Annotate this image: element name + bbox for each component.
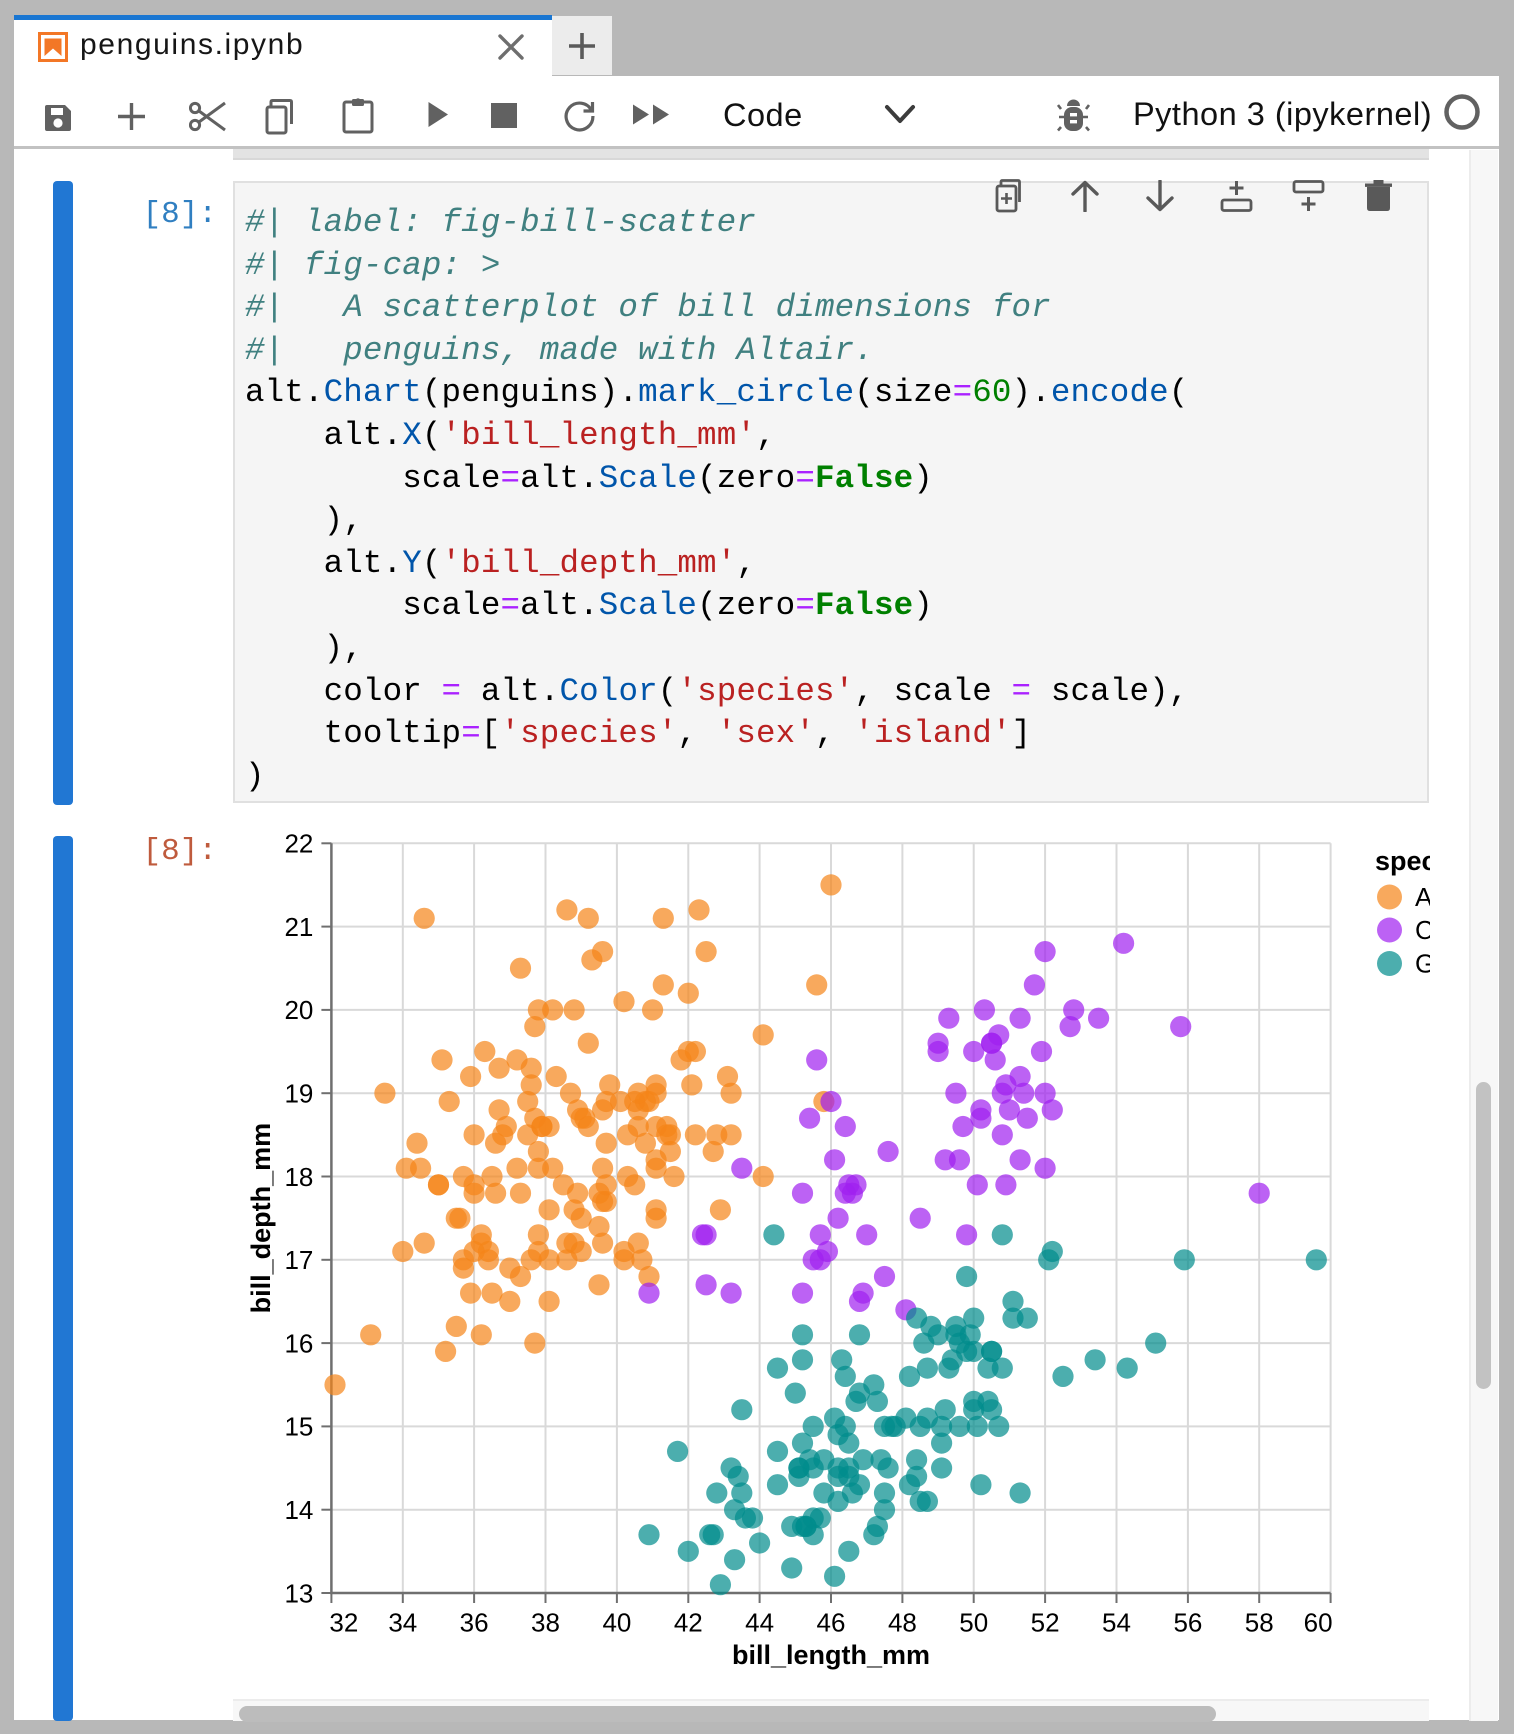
- svg-text:bill_length_mm: bill_length_mm: [732, 1640, 930, 1670]
- svg-text:48: 48: [888, 1608, 917, 1638]
- svg-text:22: 22: [284, 829, 313, 859]
- svg-text:14: 14: [284, 1495, 313, 1525]
- svg-text:44: 44: [745, 1608, 774, 1638]
- svg-text:36: 36: [460, 1608, 489, 1638]
- svg-text:Chinstrap: Chinstrap: [1415, 915, 1430, 945]
- svg-text:13: 13: [284, 1578, 313, 1608]
- svg-text:34: 34: [388, 1608, 417, 1638]
- svg-text:18: 18: [284, 1162, 313, 1192]
- svg-text:17: 17: [284, 1245, 313, 1275]
- svg-text:15: 15: [284, 1412, 313, 1442]
- svg-text:20: 20: [284, 995, 313, 1025]
- svg-text:32: 32: [329, 1608, 358, 1638]
- svg-text:Adelie: Adelie: [1415, 882, 1430, 912]
- svg-text:54: 54: [1102, 1608, 1131, 1638]
- svg-text:Gentoo: Gentoo: [1415, 949, 1430, 979]
- svg-text:56: 56: [1173, 1608, 1202, 1638]
- svg-text:19: 19: [284, 1079, 313, 1109]
- svg-text:40: 40: [602, 1608, 631, 1638]
- svg-text:species: species: [1375, 846, 1430, 876]
- svg-text:60: 60: [1304, 1608, 1333, 1638]
- svg-text:42: 42: [674, 1608, 703, 1638]
- svg-text:58: 58: [1245, 1608, 1274, 1638]
- svg-text:16: 16: [284, 1328, 313, 1358]
- svg-text:bill_depth_mm: bill_depth_mm: [246, 1123, 276, 1314]
- svg-text:38: 38: [531, 1608, 560, 1638]
- svg-text:46: 46: [817, 1608, 846, 1638]
- svg-text:21: 21: [284, 912, 313, 942]
- svg-text:50: 50: [959, 1608, 988, 1638]
- svg-text:52: 52: [1031, 1608, 1060, 1638]
